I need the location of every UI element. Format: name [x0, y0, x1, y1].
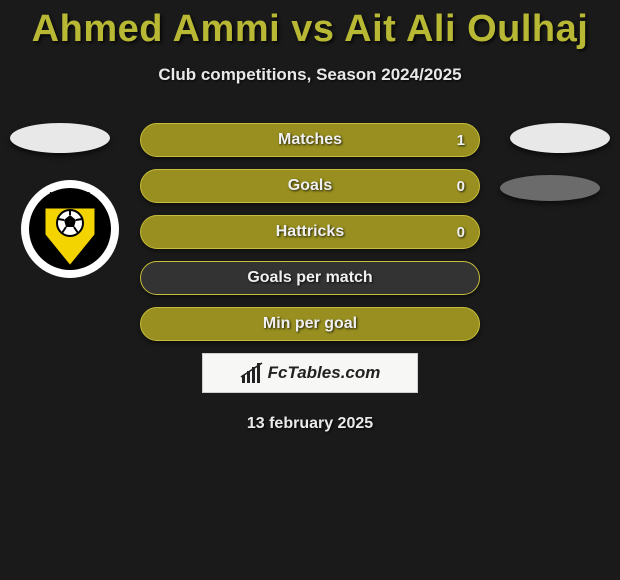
stat-rows: Matches 1 Goals 0 Hattricks 0 Goals per …: [140, 123, 480, 341]
stat-label: Goals per match: [247, 269, 372, 287]
chart-icon: [240, 361, 264, 385]
club-logo-text: V·V·VEN: [50, 191, 91, 202]
stat-label: Min per goal: [263, 315, 357, 333]
stat-value-right: 0: [457, 178, 465, 195]
stat-label: Hattricks: [276, 223, 344, 241]
stat-row: Min per goal: [140, 307, 480, 341]
stat-row: Matches 1: [140, 123, 480, 157]
stat-label: Matches: [278, 131, 342, 149]
stat-value-right: 0: [457, 224, 465, 241]
stat-row: Goals per match: [140, 261, 480, 295]
player-right-badge: [510, 123, 610, 153]
page-title: Ahmed Ammi vs Ait Ali Oulhaj: [0, 0, 620, 51]
stat-value-right: 1: [457, 132, 465, 149]
stat-label: Goals: [288, 177, 332, 195]
stat-row: Hattricks 0: [140, 215, 480, 249]
stat-row: Goals 0: [140, 169, 480, 203]
player-left-badge: [10, 123, 110, 153]
club-logo-svg: V·V·VEN: [20, 179, 120, 279]
brand-box[interactable]: FcTables.com: [202, 353, 418, 393]
comparison-panel: V·V·VEN Matches 1 Goals 0 Hattricks 0 Go…: [0, 123, 620, 433]
club-logo: V·V·VEN: [20, 179, 120, 279]
subtitle: Club competitions, Season 2024/2025: [0, 65, 620, 85]
date-text: 13 february 2025: [0, 415, 620, 433]
brand-text: FcTables.com: [268, 363, 381, 383]
player-right-badge-secondary: [500, 175, 600, 201]
